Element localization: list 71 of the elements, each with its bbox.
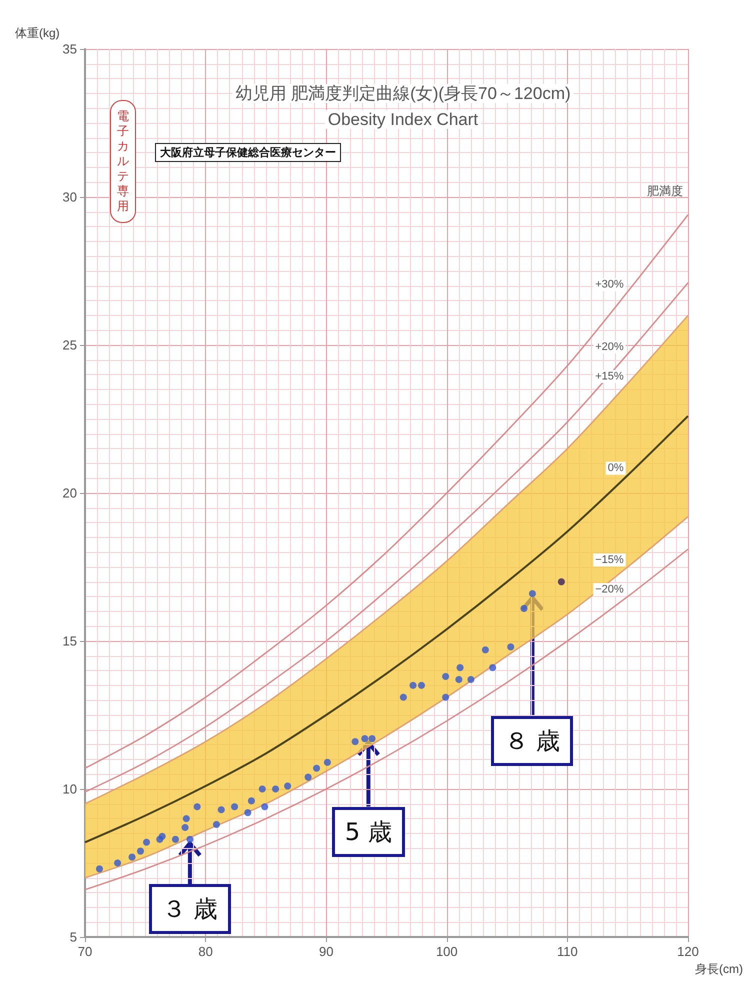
point	[244, 809, 252, 816]
line-series	[84, 214, 689, 769]
point	[528, 590, 536, 598]
series-label: 0%	[608, 462, 624, 474]
point	[218, 806, 225, 814]
y-tick-label: 25	[62, 338, 77, 352]
point	[231, 803, 238, 810]
point	[194, 803, 201, 810]
point	[172, 836, 179, 843]
point	[361, 735, 368, 742]
point	[520, 604, 528, 612]
point	[400, 694, 407, 701]
series-label: +30%	[595, 278, 624, 291]
y-tick-label: 20	[62, 486, 77, 500]
point	[467, 676, 474, 683]
point	[128, 854, 136, 861]
x-tick-label: 80	[198, 944, 213, 959]
point	[96, 865, 103, 872]
point	[558, 578, 565, 586]
x-tick-label: 100	[436, 944, 458, 959]
x-tick-label: 120	[677, 944, 699, 959]
x-axis-title: 身長(cm)	[695, 962, 743, 976]
line-series	[84, 415, 689, 844]
point	[284, 782, 292, 790]
x-tick-label: 90	[318, 944, 334, 959]
point	[410, 682, 417, 689]
y-axis-title: 体重(kg)	[15, 26, 60, 40]
point	[248, 797, 255, 804]
point	[182, 824, 189, 831]
annotation: ３ 歳	[148, 884, 231, 934]
series-label: +15%	[595, 370, 624, 382]
point	[418, 682, 425, 689]
annotation: 電子カルテ専用	[116, 109, 130, 214]
point	[143, 838, 150, 846]
point	[482, 646, 489, 654]
annotation: 大阪府立母子保健総合医療センター	[155, 143, 341, 162]
point	[114, 860, 122, 866]
y-tick-label: 35	[62, 42, 77, 56]
annotation: ８ 歳	[491, 716, 574, 766]
text: 幼児用 肥満度判定曲線(女)(身長70～120cm)	[235, 84, 571, 103]
point	[186, 836, 194, 843]
series-label: +20%	[595, 340, 624, 353]
point	[304, 774, 312, 781]
point	[258, 786, 266, 792]
y-tick-label: 15	[62, 634, 77, 648]
point	[507, 643, 514, 650]
series-label: −15%	[595, 554, 624, 566]
y-tick-label: 30	[62, 190, 77, 204]
annotation: 5 歳	[332, 806, 405, 857]
point	[455, 676, 462, 683]
point	[442, 673, 450, 680]
point	[182, 815, 190, 822]
y-tick-label: 10	[62, 782, 77, 796]
legend-title: 肥満度	[647, 184, 683, 198]
point	[352, 738, 359, 746]
point	[368, 735, 376, 742]
point	[442, 694, 450, 701]
point	[313, 764, 320, 772]
series-label: −20%	[595, 584, 624, 596]
point	[136, 848, 144, 855]
x-tick-label: 70	[78, 944, 92, 959]
text: Obesity Index Chart	[328, 110, 478, 129]
y-tick-label: 5	[70, 930, 77, 944]
point	[158, 832, 166, 840]
x-tick-label: 110	[557, 944, 578, 959]
point	[324, 758, 331, 766]
point	[272, 786, 280, 792]
point	[456, 664, 464, 672]
point	[261, 803, 268, 810]
point	[212, 821, 220, 828]
point	[489, 664, 496, 672]
